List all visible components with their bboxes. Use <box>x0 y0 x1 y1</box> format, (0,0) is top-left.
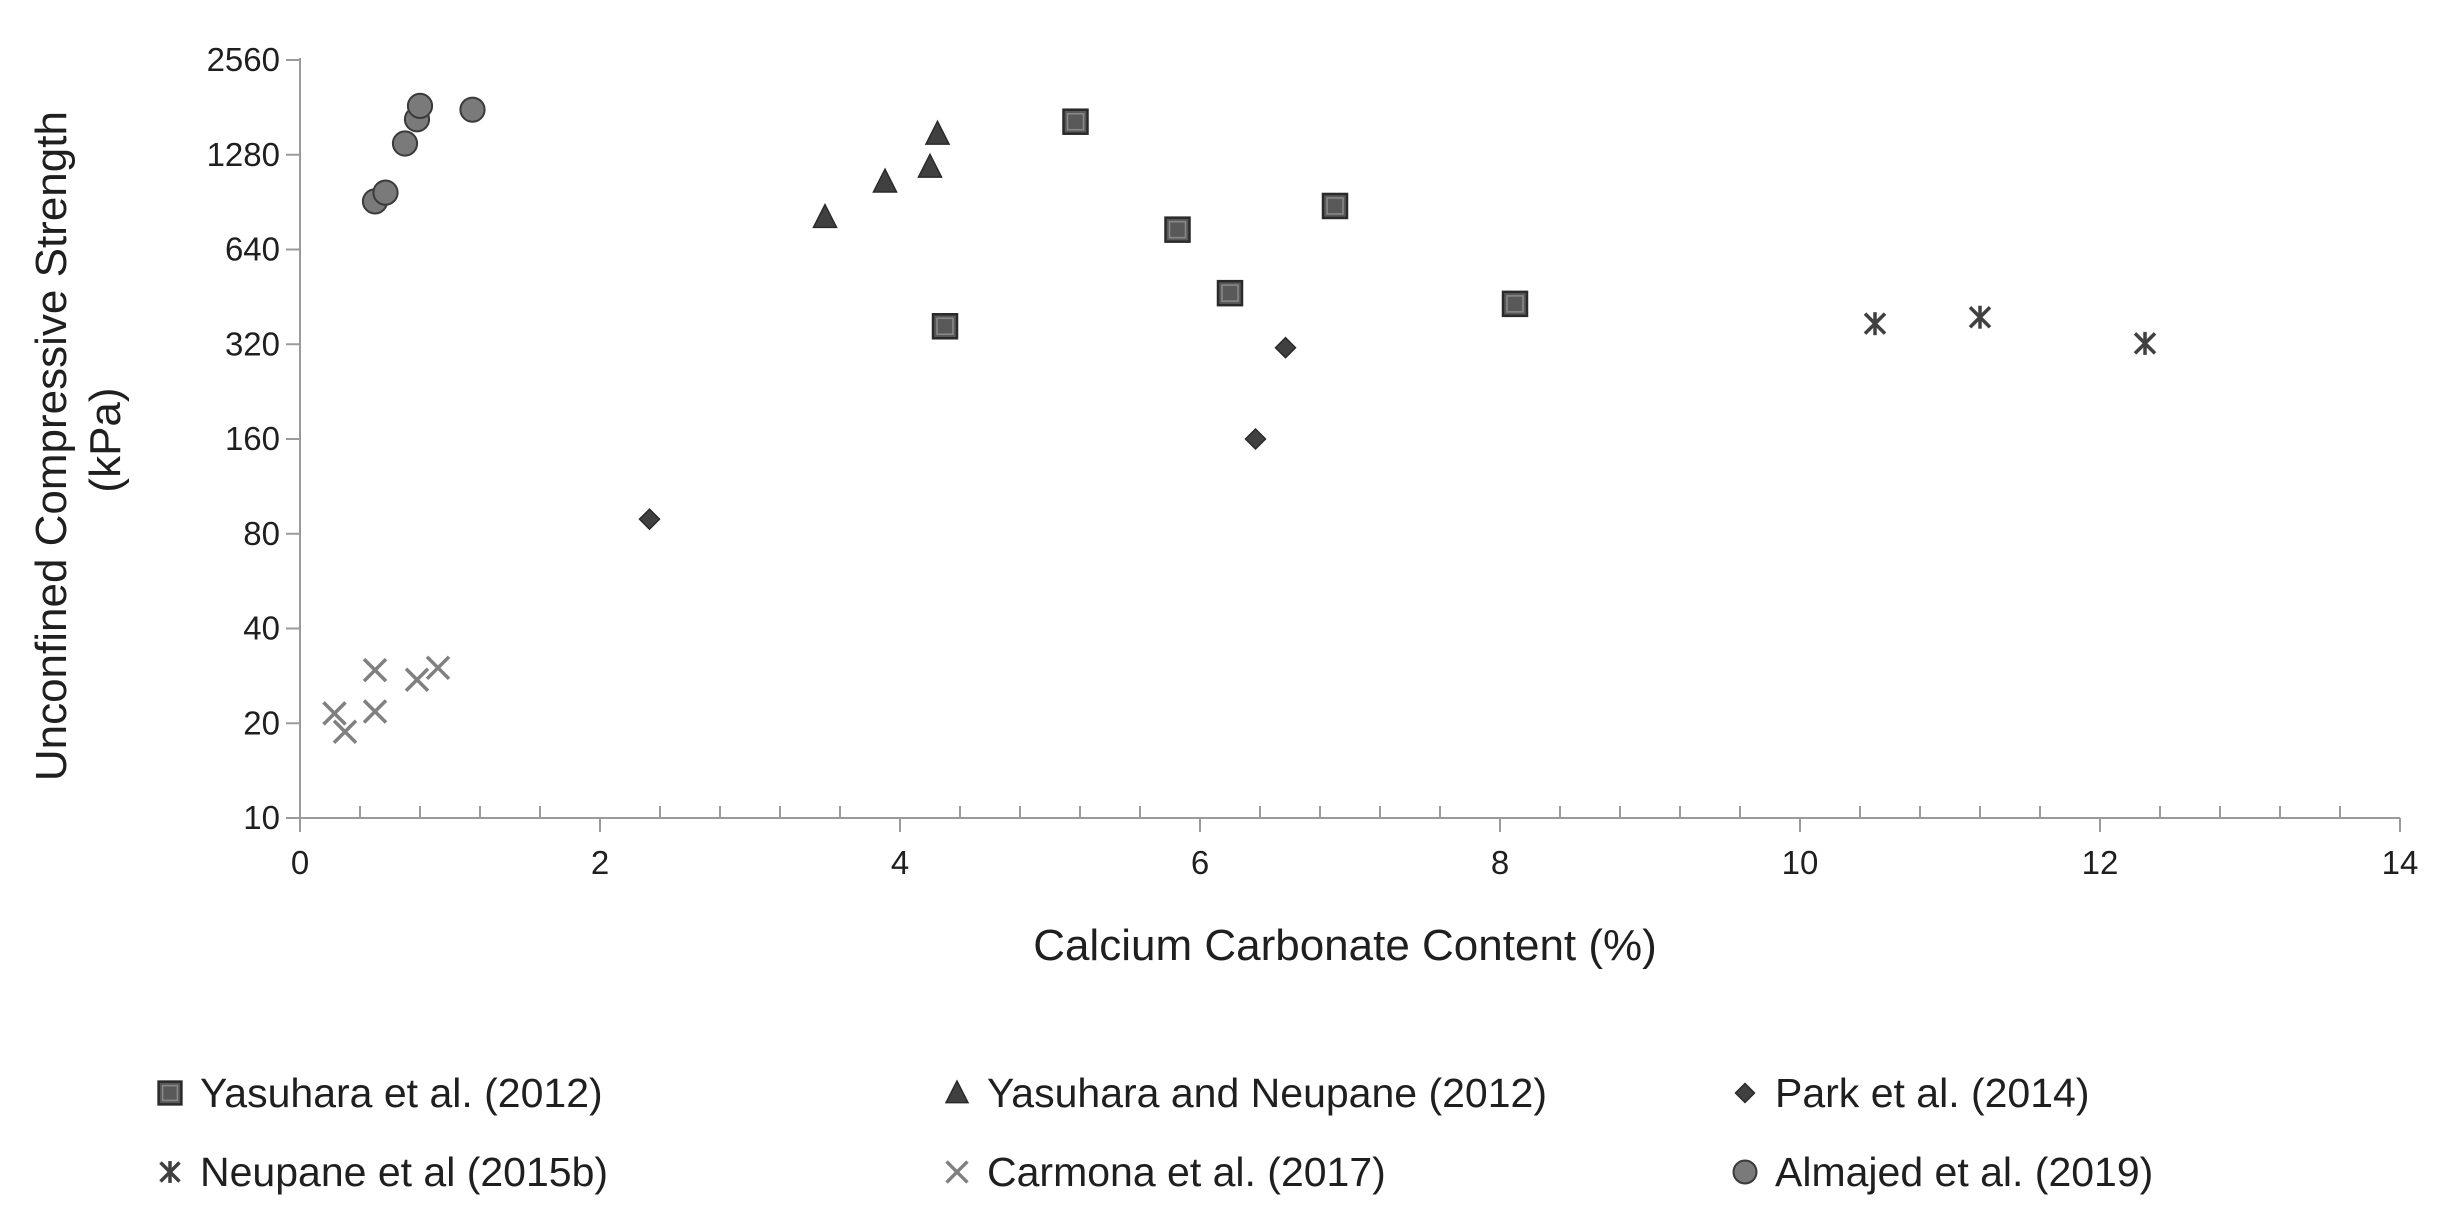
data-point-asterisk <box>1968 305 1992 329</box>
data-point-circle <box>391 130 419 157</box>
legend-label: Neupane et al (2015b) <box>200 1149 608 1195</box>
y-tick-label: 1280 <box>207 136 280 173</box>
data-point-circle <box>459 96 486 123</box>
series-circle <box>361 92 486 215</box>
y-tick-label: 320 <box>225 325 280 362</box>
data-point-circle <box>406 92 434 119</box>
y-tick-label: 20 <box>243 704 280 741</box>
data-point-x <box>362 657 388 683</box>
data-point-diamond <box>1244 427 1267 451</box>
data-point-diamond <box>1274 336 1297 359</box>
data-point-triangle <box>812 202 838 229</box>
data-point-triangle <box>872 167 898 193</box>
legend-item: Carmona et al. (2017) <box>945 1149 1386 1195</box>
axes: 10 20 40 80 160 320 640 1280 2560 0 2 4 6 8 10 12 14 <box>207 41 2419 881</box>
data-point-diamond <box>638 508 661 531</box>
y-tick-label: 40 <box>243 610 280 647</box>
x-tick-label: 14 <box>2382 844 2419 881</box>
y-tick-label: 160 <box>225 420 280 457</box>
data-point-asterisk <box>2133 331 2157 355</box>
x-tick-label: 12 <box>2082 844 2119 881</box>
data-point-x <box>425 655 451 681</box>
y-axis-title-line-1: Unconfined Compressive Strength <box>27 111 76 781</box>
series-asterisk <box>1863 305 2157 355</box>
data-point-square <box>1501 290 1529 318</box>
legend-item: Yasuhara and Neupane (2012) <box>944 1070 1547 1116</box>
x-axis-title: Calcium Carbonate Content (%) <box>1033 921 1657 970</box>
y-axis-title-line-2: (kPa) <box>81 387 130 492</box>
x-tick-label: 4 <box>891 844 909 881</box>
legend-marker-x <box>945 1160 969 1184</box>
data-point-square <box>931 313 959 340</box>
series-diamond <box>638 336 1297 531</box>
data-point-x <box>362 699 388 724</box>
data-point-square <box>1216 279 1244 307</box>
legend-label: Yasuhara and Neupane (2012) <box>987 1070 1547 1116</box>
data-point-x <box>332 719 358 744</box>
series-square <box>931 108 1529 340</box>
x-tick-label: 2 <box>591 844 609 881</box>
legend-marker-square <box>157 1080 183 1106</box>
legend-item: Yasuhara et al. (2012) <box>157 1070 603 1116</box>
data-point-circle <box>372 179 399 206</box>
legend-marker-asterisk <box>159 1161 181 1183</box>
data-point-asterisk <box>1863 312 1887 336</box>
legend-marker-triangle <box>944 1079 970 1104</box>
y-axis-title: Unconfined Compressive Strength (kPa) <box>27 99 130 781</box>
x-tick-label: 6 <box>1191 844 1209 881</box>
legend-label: Park et al. (2014) <box>1775 1070 2090 1116</box>
y-tick-label: 10 <box>243 799 280 836</box>
data-point-square <box>1164 216 1191 243</box>
legend-item: Neupane et al (2015b) <box>159 1149 608 1195</box>
series-x <box>322 655 451 744</box>
legend-marker-diamond <box>1734 1082 1756 1104</box>
x-tick-label: 8 <box>1491 844 1509 881</box>
x-tick-label: 10 <box>1782 844 1819 881</box>
data-point-triangle <box>917 152 943 178</box>
data-points <box>322 92 2157 744</box>
legend-marker-circle <box>1732 1159 1758 1185</box>
legend-label: Carmona et al. (2017) <box>987 1149 1386 1195</box>
data-point-x <box>322 701 347 726</box>
series-triangle <box>812 119 951 229</box>
legend-item: Almajed et al. (2019) <box>1732 1149 2153 1195</box>
legend-label: Almajed et al. (2019) <box>1775 1149 2153 1195</box>
legend-label: Yasuhara et al. (2012) <box>200 1070 603 1116</box>
x-tick-label: 0 <box>291 844 309 881</box>
y-tick-label: 80 <box>243 515 280 552</box>
y-tick-label: 640 <box>225 231 280 268</box>
legend: Yasuhara et al. (2012) Yasuhara and Neupa… <box>157 1070 2153 1195</box>
data-point-square <box>1321 192 1349 220</box>
y-tick-label: 2560 <box>207 41 280 78</box>
data-point-triangle <box>924 119 951 145</box>
data-point-x <box>404 667 430 692</box>
legend-item: Park et al. (2014) <box>1734 1070 2090 1116</box>
data-point-square <box>1062 108 1089 135</box>
